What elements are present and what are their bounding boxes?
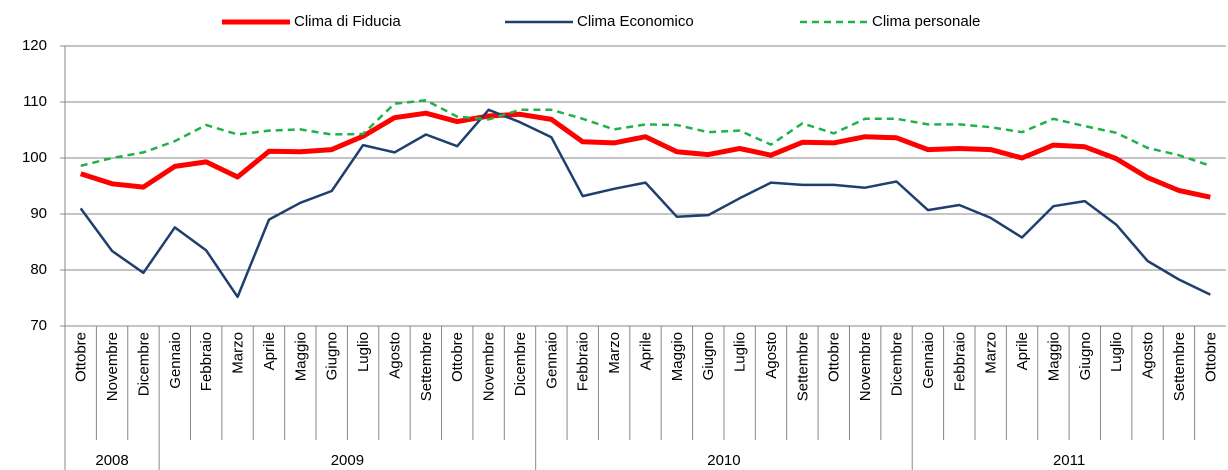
x-tick-label: Dicembre <box>888 332 905 396</box>
legend-label: Clima Economico <box>577 13 694 30</box>
x-tick-label: Gennaio <box>543 332 560 389</box>
x-tick-label: Ottobre <box>1202 332 1219 382</box>
x-tick-label: Ottobre <box>826 332 843 382</box>
x-tick-label: Agosto <box>1140 332 1157 379</box>
x-tick-label: Luglio <box>732 332 749 372</box>
x-tick-label: Luglio <box>355 332 372 372</box>
x-tick-label: Novembre <box>481 332 498 401</box>
x-tick-label: Gennaio <box>167 332 184 389</box>
x-tick-label: Febbraio <box>198 332 215 391</box>
x-tick-label: Agosto <box>763 332 780 379</box>
x-tick-label: Marzo <box>606 332 623 374</box>
series-line <box>79 108 1211 299</box>
x-tick-label: Aprile <box>1014 332 1031 370</box>
x-tick-label: Marzo <box>983 332 1000 374</box>
x-tick-label: Novembre <box>104 332 121 401</box>
x-tick-label: Ottobre <box>449 332 466 382</box>
x-tick-label: Febbraio <box>951 332 968 391</box>
year-label: 2011 <box>1053 452 1085 469</box>
x-tick-label: Giugno <box>324 332 341 380</box>
series-line <box>80 99 1211 168</box>
legend-label: Clima personale <box>872 13 980 30</box>
x-tick-label: Luglio <box>1108 332 1125 372</box>
year-label: 2008 <box>95 452 128 469</box>
x-tick-label: Novembre <box>857 332 874 401</box>
x-tick-label: Maggio <box>669 332 686 381</box>
x-tick-label: Agosto <box>386 332 403 379</box>
x-tick-label: Settembre <box>1171 332 1188 401</box>
x-tick-label: Settembre <box>418 332 435 401</box>
x-tick-label: Giugno <box>1077 332 1094 380</box>
y-tick-label: 70 <box>30 317 47 334</box>
y-tick-label: 80 <box>30 261 47 278</box>
x-tick-label: Gennaio <box>920 332 937 389</box>
x-tick-label: Marzo <box>230 332 247 374</box>
y-tick-label: 100 <box>22 149 47 166</box>
year-label: 2010 <box>707 452 740 469</box>
x-tick-label: Maggio <box>1045 332 1062 381</box>
y-tick-label: 110 <box>23 93 47 110</box>
legend-label: Clima di Fiducia <box>294 13 401 30</box>
x-tick-label: Febbraio <box>575 332 592 391</box>
x-tick-label: Dicembre <box>512 332 529 396</box>
x-tick-label: Aprile <box>637 332 654 370</box>
x-tick-label: Ottobre <box>73 332 90 382</box>
year-label: 2009 <box>331 452 364 469</box>
x-tick-label: Dicembre <box>135 332 152 396</box>
series-line <box>79 110 1211 200</box>
y-tick-label: 90 <box>30 205 47 222</box>
x-tick-label: Aprile <box>261 332 278 370</box>
y-tick-label: 120 <box>22 37 47 54</box>
x-tick-label: Maggio <box>292 332 309 381</box>
x-tick-label: Settembre <box>794 332 811 401</box>
x-tick-label: Giugno <box>700 332 717 380</box>
